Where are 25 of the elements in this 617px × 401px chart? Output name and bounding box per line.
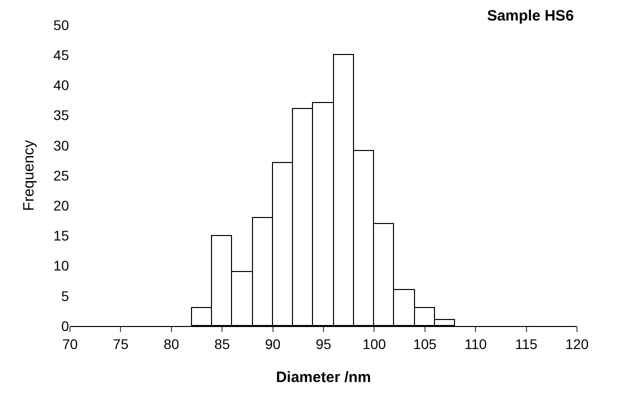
y-tick-label: 45: [53, 47, 70, 63]
y-tick-label: 15: [53, 228, 70, 244]
x-tick-label: 105: [413, 336, 437, 352]
chart-title: Sample HS6: [487, 8, 574, 25]
x-tick-label: 115: [515, 336, 538, 352]
x-tick-label: 85: [214, 336, 230, 352]
x-tick-label: 95: [316, 336, 332, 352]
y-axis-title: Frequency: [20, 140, 38, 211]
x-tick-label: 90: [265, 336, 281, 352]
x-tick-label: 100: [362, 336, 386, 352]
y-tick-label: 20: [53, 198, 70, 214]
y-tick-label: 30: [53, 137, 70, 154]
y-tick-label: 0: [61, 318, 70, 334]
x-tick-label: 70: [62, 336, 78, 352]
x-tick-label: 120: [565, 336, 589, 352]
x-tick-label: 80: [164, 336, 180, 352]
y-tick-label: 10: [53, 258, 70, 274]
y-tick-label: 35: [53, 107, 70, 124]
x-tick-label: 75: [112, 336, 129, 352]
y-tick-label: 50: [53, 16, 70, 33]
y-tick-label: 5: [61, 288, 70, 304]
y-tick-label: 25: [53, 167, 70, 184]
x-tick-label: 110: [464, 336, 487, 352]
y-tick-label: 40: [53, 77, 70, 94]
x-axis-title: Diameter /nm: [276, 368, 372, 386]
